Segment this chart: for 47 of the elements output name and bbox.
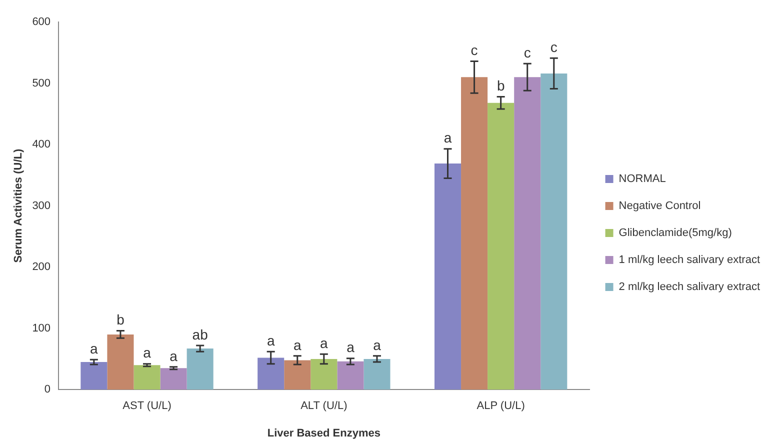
y-tick-label: 300 (32, 200, 51, 212)
x-tick-label: AST (U/L) (122, 400, 172, 412)
bar (337, 361, 364, 390)
x-axis-title: Liver Based Enzymes (267, 427, 380, 440)
data-label: a (143, 344, 152, 361)
y-tick-label: 200 (32, 261, 51, 274)
y-tick-label: 400 (32, 138, 51, 151)
y-tick-label: 0 (44, 384, 51, 396)
data-label: a (293, 336, 302, 353)
bar (364, 358, 390, 390)
legend-label: 1 ml/kg leech salivary extract (618, 254, 760, 266)
data-label: a (346, 339, 355, 356)
bar (284, 360, 311, 390)
y-tick-label: 500 (32, 77, 51, 90)
data-label: a (90, 340, 98, 356)
bar (540, 73, 568, 390)
legend-label: 2 ml/kg leech salivary extract (618, 281, 760, 294)
bar (461, 77, 488, 390)
data-label: c (550, 39, 558, 56)
data-label: b (496, 78, 505, 94)
bar (310, 358, 338, 390)
legend-label: Negative Control (618, 200, 701, 212)
bar (434, 164, 462, 390)
data-label: c (470, 42, 478, 58)
legend-label: NORMAL (618, 173, 666, 186)
data-label: a (373, 336, 382, 353)
data-label: a (266, 332, 275, 348)
data-label: a (170, 348, 178, 364)
x-tick-label: ALT (U/L) (300, 400, 348, 412)
data-label: a (320, 334, 328, 351)
legend-label: Glibenclamide(5mg/kg) (618, 227, 732, 240)
bar (186, 348, 214, 390)
bar (80, 362, 108, 390)
data-label: b (116, 312, 125, 328)
data-label: c (524, 44, 531, 61)
x-tick-label: ALP (U/L) (476, 400, 525, 412)
bar (488, 102, 514, 390)
data-label: ab (192, 326, 208, 342)
y-tick-label: 600 (32, 16, 51, 28)
y-tick-label: 100 (32, 322, 51, 334)
bar (134, 365, 160, 390)
bar (258, 358, 284, 390)
data-label: a (444, 130, 452, 146)
bar (160, 368, 187, 390)
bar (514, 77, 541, 390)
bar (107, 334, 134, 390)
y-axis-title: Serum Activities (U/L) (12, 148, 25, 263)
